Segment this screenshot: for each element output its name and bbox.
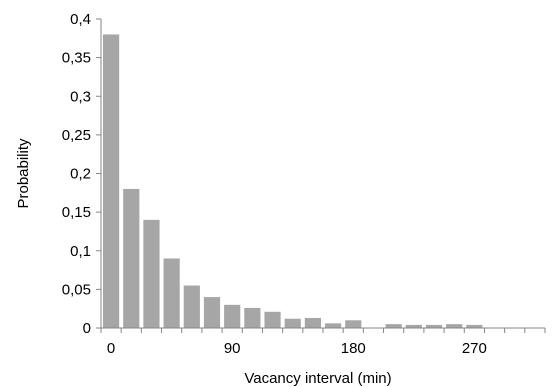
x-tick-label: 180: [341, 340, 366, 357]
y-tick-label: 0,3: [70, 88, 91, 105]
y-tick-label: 0,35: [62, 50, 91, 67]
bar: [325, 323, 342, 328]
bar: [304, 317, 321, 328]
bar: [345, 320, 362, 328]
bar: [264, 311, 281, 328]
bar: [244, 307, 261, 328]
y-axis-title: Probability: [15, 138, 32, 209]
x-tick-label: 0: [107, 340, 115, 357]
y-tick-label: 0,15: [62, 204, 91, 221]
y-tick-label: 0,25: [62, 127, 91, 144]
bar: [123, 188, 140, 328]
bar: [425, 324, 443, 328]
y-tick-label: 0,1: [70, 243, 91, 260]
bar: [183, 285, 200, 328]
bar: [224, 304, 241, 328]
x-tick-label: 270: [462, 340, 487, 357]
bar: [163, 258, 180, 328]
bar: [446, 324, 463, 328]
y-tick-label: 0,05: [62, 281, 91, 298]
y-tick-label: 0,4: [70, 11, 91, 28]
bar: [203, 297, 221, 328]
bar: [103, 34, 120, 328]
bar: [284, 318, 301, 328]
bar: [143, 219, 160, 328]
bar: [385, 324, 402, 328]
y-tick-label: 0: [83, 320, 91, 337]
x-ticks: 0 90 180 270: [100, 328, 546, 357]
bars: [103, 34, 483, 328]
bar: [405, 324, 422, 328]
bar: [466, 324, 483, 328]
y-tick-label: 0,2: [70, 166, 91, 183]
y-ticks: 0 0,05 0,1 0,15 0,2 0,25 0,3 0,35 0,4: [62, 11, 101, 337]
x-axis-title: Vacancy interval (min): [244, 370, 391, 387]
x-tick-label: 90: [224, 340, 241, 357]
